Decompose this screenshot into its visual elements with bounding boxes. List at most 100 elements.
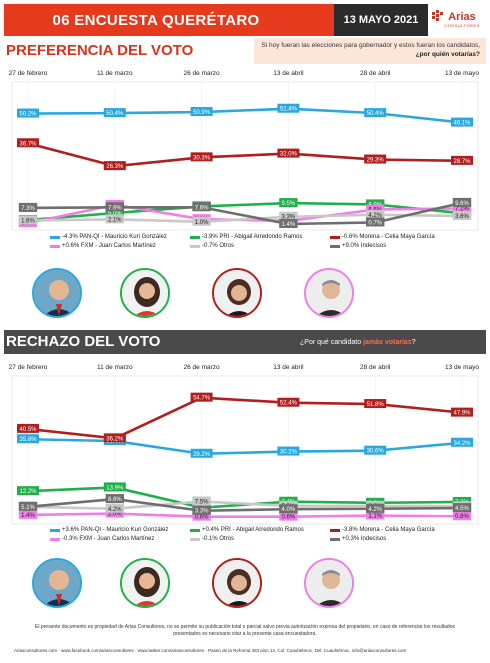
section2-question-end: ? — [411, 339, 416, 346]
data-label-text: 13.9% — [106, 485, 124, 491]
data-label-box — [451, 117, 473, 127]
data-label: 30.3% — [190, 152, 213, 162]
data-label-box — [103, 482, 126, 492]
data-label-box — [452, 203, 472, 213]
rejection-chart: 27 de febrero 11 de marzo 26 de marzo 13 de… — [4, 358, 486, 526]
section1-question: Si hoy fueran las elecciones para gobern… — [254, 38, 486, 64]
data-label-box — [364, 399, 387, 409]
data-label-text: 7.3% — [21, 206, 35, 212]
person-icon — [214, 560, 260, 606]
data-label-text: 54.7% — [193, 396, 211, 402]
data-label-text: 7.1% — [455, 206, 469, 212]
person-icon — [122, 270, 168, 316]
series-line — [27, 500, 463, 511]
data-label: 4.2% — [366, 209, 385, 219]
data-label-text: 30.2% — [280, 450, 298, 456]
x-tick-label: 28 de abril — [360, 70, 391, 77]
data-label-text: 0.8% — [455, 514, 469, 520]
data-label-box — [192, 511, 211, 521]
data-label-box — [105, 214, 124, 224]
legend-swatch — [330, 528, 340, 532]
x-tick-label: 26 de marzo — [184, 70, 221, 77]
data-label: 5.1% — [18, 501, 38, 511]
data-label-box — [366, 199, 385, 209]
data-label: 50.4% — [103, 108, 126, 118]
legend-swatch — [330, 244, 340, 248]
data-label: 34.2% — [451, 437, 473, 447]
section1-question-line1: Si hoy fueran las elecciones para gobern… — [261, 42, 480, 49]
avatar-maya — [212, 268, 262, 318]
x-tick-label: 26 de marzo — [184, 364, 221, 371]
legend-swatch — [330, 235, 340, 239]
data-label-text: 3.3% — [282, 215, 296, 221]
legend-item: +9.0% Indecisos — [330, 243, 470, 249]
data-label-box — [192, 505, 211, 515]
legend-item: +0.3% Indecisos — [330, 536, 470, 542]
data-label-text: 35.8% — [19, 437, 37, 443]
x-tick-label: 11 de marzo — [97, 70, 133, 77]
x-tick-label: 13 de mayo — [445, 364, 479, 371]
legend-item: +0.6% FXM - Juan Carlos Martínez — [50, 243, 190, 249]
data-label: 47.9% — [451, 407, 473, 417]
legend-label: +3.6% PAN-QI - Mauricio Kuri González — [62, 527, 169, 533]
data-label: 4.0% — [279, 504, 298, 514]
page-title: 06 ENCUESTA QUERÉTARO — [52, 11, 260, 29]
preference-chart: 27 de febrero 11 de marzo 26 de marzo 13 de… — [4, 64, 486, 232]
data-label-box — [366, 217, 385, 227]
data-label-text: 34.2% — [453, 441, 471, 447]
data-label-box — [279, 198, 298, 208]
data-label-text: 7.6% — [195, 205, 209, 211]
data-label-text: 52.4% — [280, 401, 298, 407]
data-label: 0.8% — [452, 511, 472, 521]
legend-item: +0.4% PRI - Abigail Arredondo Ramos — [190, 527, 330, 533]
data-label-text: 52.4% — [280, 107, 298, 113]
data-label: 3.3% — [279, 211, 298, 221]
data-label-box — [451, 407, 473, 417]
x-tick-label: 28 de abril — [360, 364, 391, 371]
data-label-text: 50.4% — [106, 111, 124, 117]
legend-label: +0.6% FXM - Juan Carlos Martínez — [62, 243, 156, 249]
data-label: 46.1% — [451, 117, 473, 127]
data-label-text: 32.0% — [280, 152, 298, 158]
data-label: 1.1% — [366, 510, 385, 520]
legend-swatch — [330, 537, 340, 541]
data-label: 13.9% — [103, 482, 126, 492]
legend-label: -0.7% Otros — [202, 243, 235, 249]
data-label-box — [18, 215, 38, 225]
legend-item: -4.3% PAN-QI - Mauricio Kuri González — [50, 234, 190, 240]
data-label-box — [451, 155, 473, 165]
section2-bar — [4, 330, 486, 354]
data-label-box — [17, 108, 39, 118]
data-label-box — [192, 202, 211, 212]
data-label-box — [279, 211, 298, 221]
data-label-text: 30.6% — [367, 449, 385, 455]
data-label-text: 4.0% — [282, 507, 296, 513]
data-label-box — [105, 503, 124, 513]
disclaimer: El presente documento es propiedad de Ar… — [4, 624, 486, 638]
series-line — [27, 142, 463, 168]
data-label-box — [17, 486, 39, 496]
data-label-text: 8.6% — [108, 497, 122, 503]
contact-line: Ariasconsultores.com · www.facebook.com/… — [14, 648, 407, 653]
series-line — [27, 396, 463, 440]
data-label-box — [17, 138, 39, 148]
data-label-text: 50.9% — [193, 110, 211, 116]
data-label-box — [105, 208, 124, 217]
data-label-text: 5.1% — [21, 505, 35, 511]
data-label: 40.5% — [17, 423, 39, 433]
section2-question-plain: ¿Por qué candidato — [300, 339, 364, 346]
avatar-maya-2 — [212, 558, 262, 608]
data-label-box — [364, 108, 387, 118]
avatar-kuri — [32, 268, 82, 318]
data-label-box — [190, 448, 213, 458]
series-line — [27, 107, 463, 124]
data-label-text: 46.1% — [453, 121, 471, 127]
x-tick-label: 13 de abril — [273, 70, 304, 77]
person-icon — [214, 270, 260, 316]
data-label-box — [192, 216, 211, 226]
legend-item: -0.3% FXM - Juan Carlos Martínez — [50, 536, 190, 542]
data-label-text: 1.4% — [21, 513, 35, 519]
data-label-box — [103, 161, 126, 171]
data-label-text: 1.4% — [282, 222, 296, 228]
data-label-text: 4.5% — [455, 506, 469, 512]
